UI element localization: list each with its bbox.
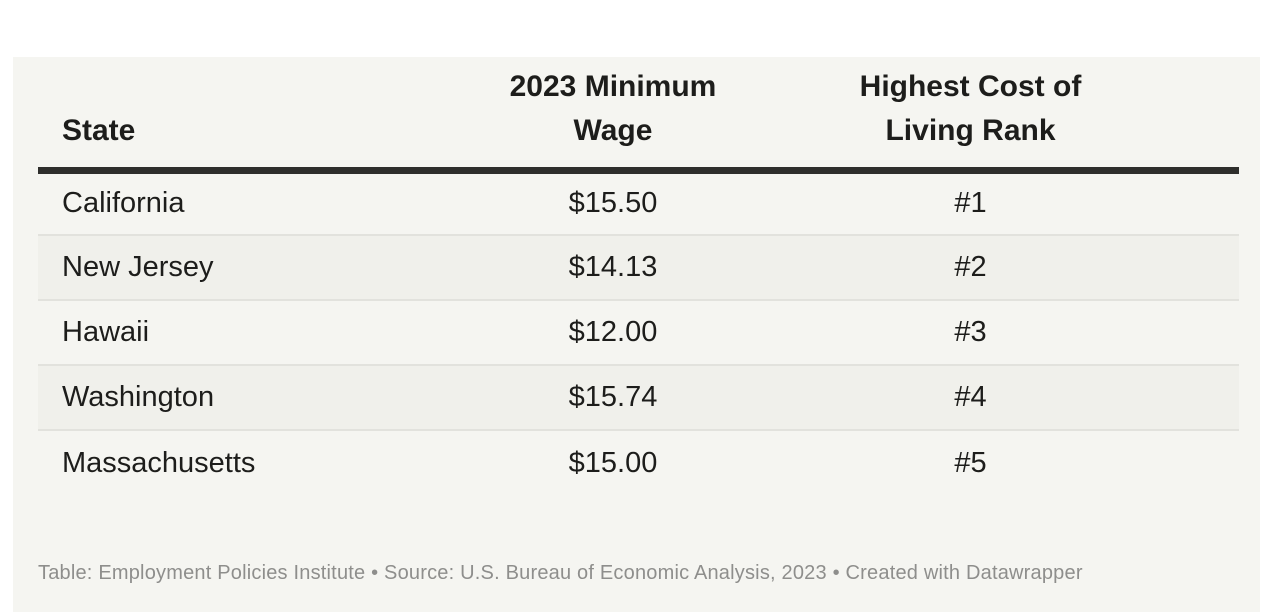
cell-state: California <box>62 187 185 220</box>
table-row: California $15.50 #1 <box>38 170 1239 235</box>
cell-state: Washington <box>38 364 398 430</box>
attribution-footer: Table: Employment Policies Institute • S… <box>38 562 1083 584</box>
cell-rank: #3 <box>828 299 1239 365</box>
cell-state: Hawaii <box>38 299 398 365</box>
table-card: State 2023 Minimum Wage Highest Cost of … <box>13 57 1260 612</box>
cell-wage: $14.13 <box>398 234 828 300</box>
column-header-state: State <box>38 57 398 174</box>
table-card-inner: State 2023 Minimum Wage Highest Cost of … <box>13 57 1260 587</box>
cell-state: New Jersey <box>38 234 398 300</box>
cell-rank: #4 <box>828 364 1239 430</box>
table-row: New Jersey $14.13 #2 <box>38 234 1239 300</box>
table-row: Washington $15.74 #4 <box>38 364 1239 430</box>
column-header-minimum-wage: 2023 Minimum Wage <box>398 57 828 174</box>
cell-rank: #2 <box>828 234 1239 300</box>
cell-wage: $15.00 <box>398 429 828 495</box>
cell-wage: $15.74 <box>398 364 828 430</box>
cell-wage: $12.00 <box>398 299 828 365</box>
cell-rank: #1 <box>954 187 987 220</box>
cell-wage: $15.50 <box>568 187 658 220</box>
table-row: Hawaii $12.00 #3 <box>38 299 1239 365</box>
header-row: State 2023 Minimum Wage Highest Cost of … <box>38 57 1239 174</box>
column-header-cost-of-living-rank: Highest Cost of Living Rank <box>828 57 1239 174</box>
cell-rank: #5 <box>828 429 1239 495</box>
table-row: Massachusetts $15.00 #5 <box>38 429 1239 495</box>
data-table: State 2023 Minimum Wage Highest Cost of … <box>38 57 1239 495</box>
cell-state: Massachusetts <box>38 429 398 495</box>
